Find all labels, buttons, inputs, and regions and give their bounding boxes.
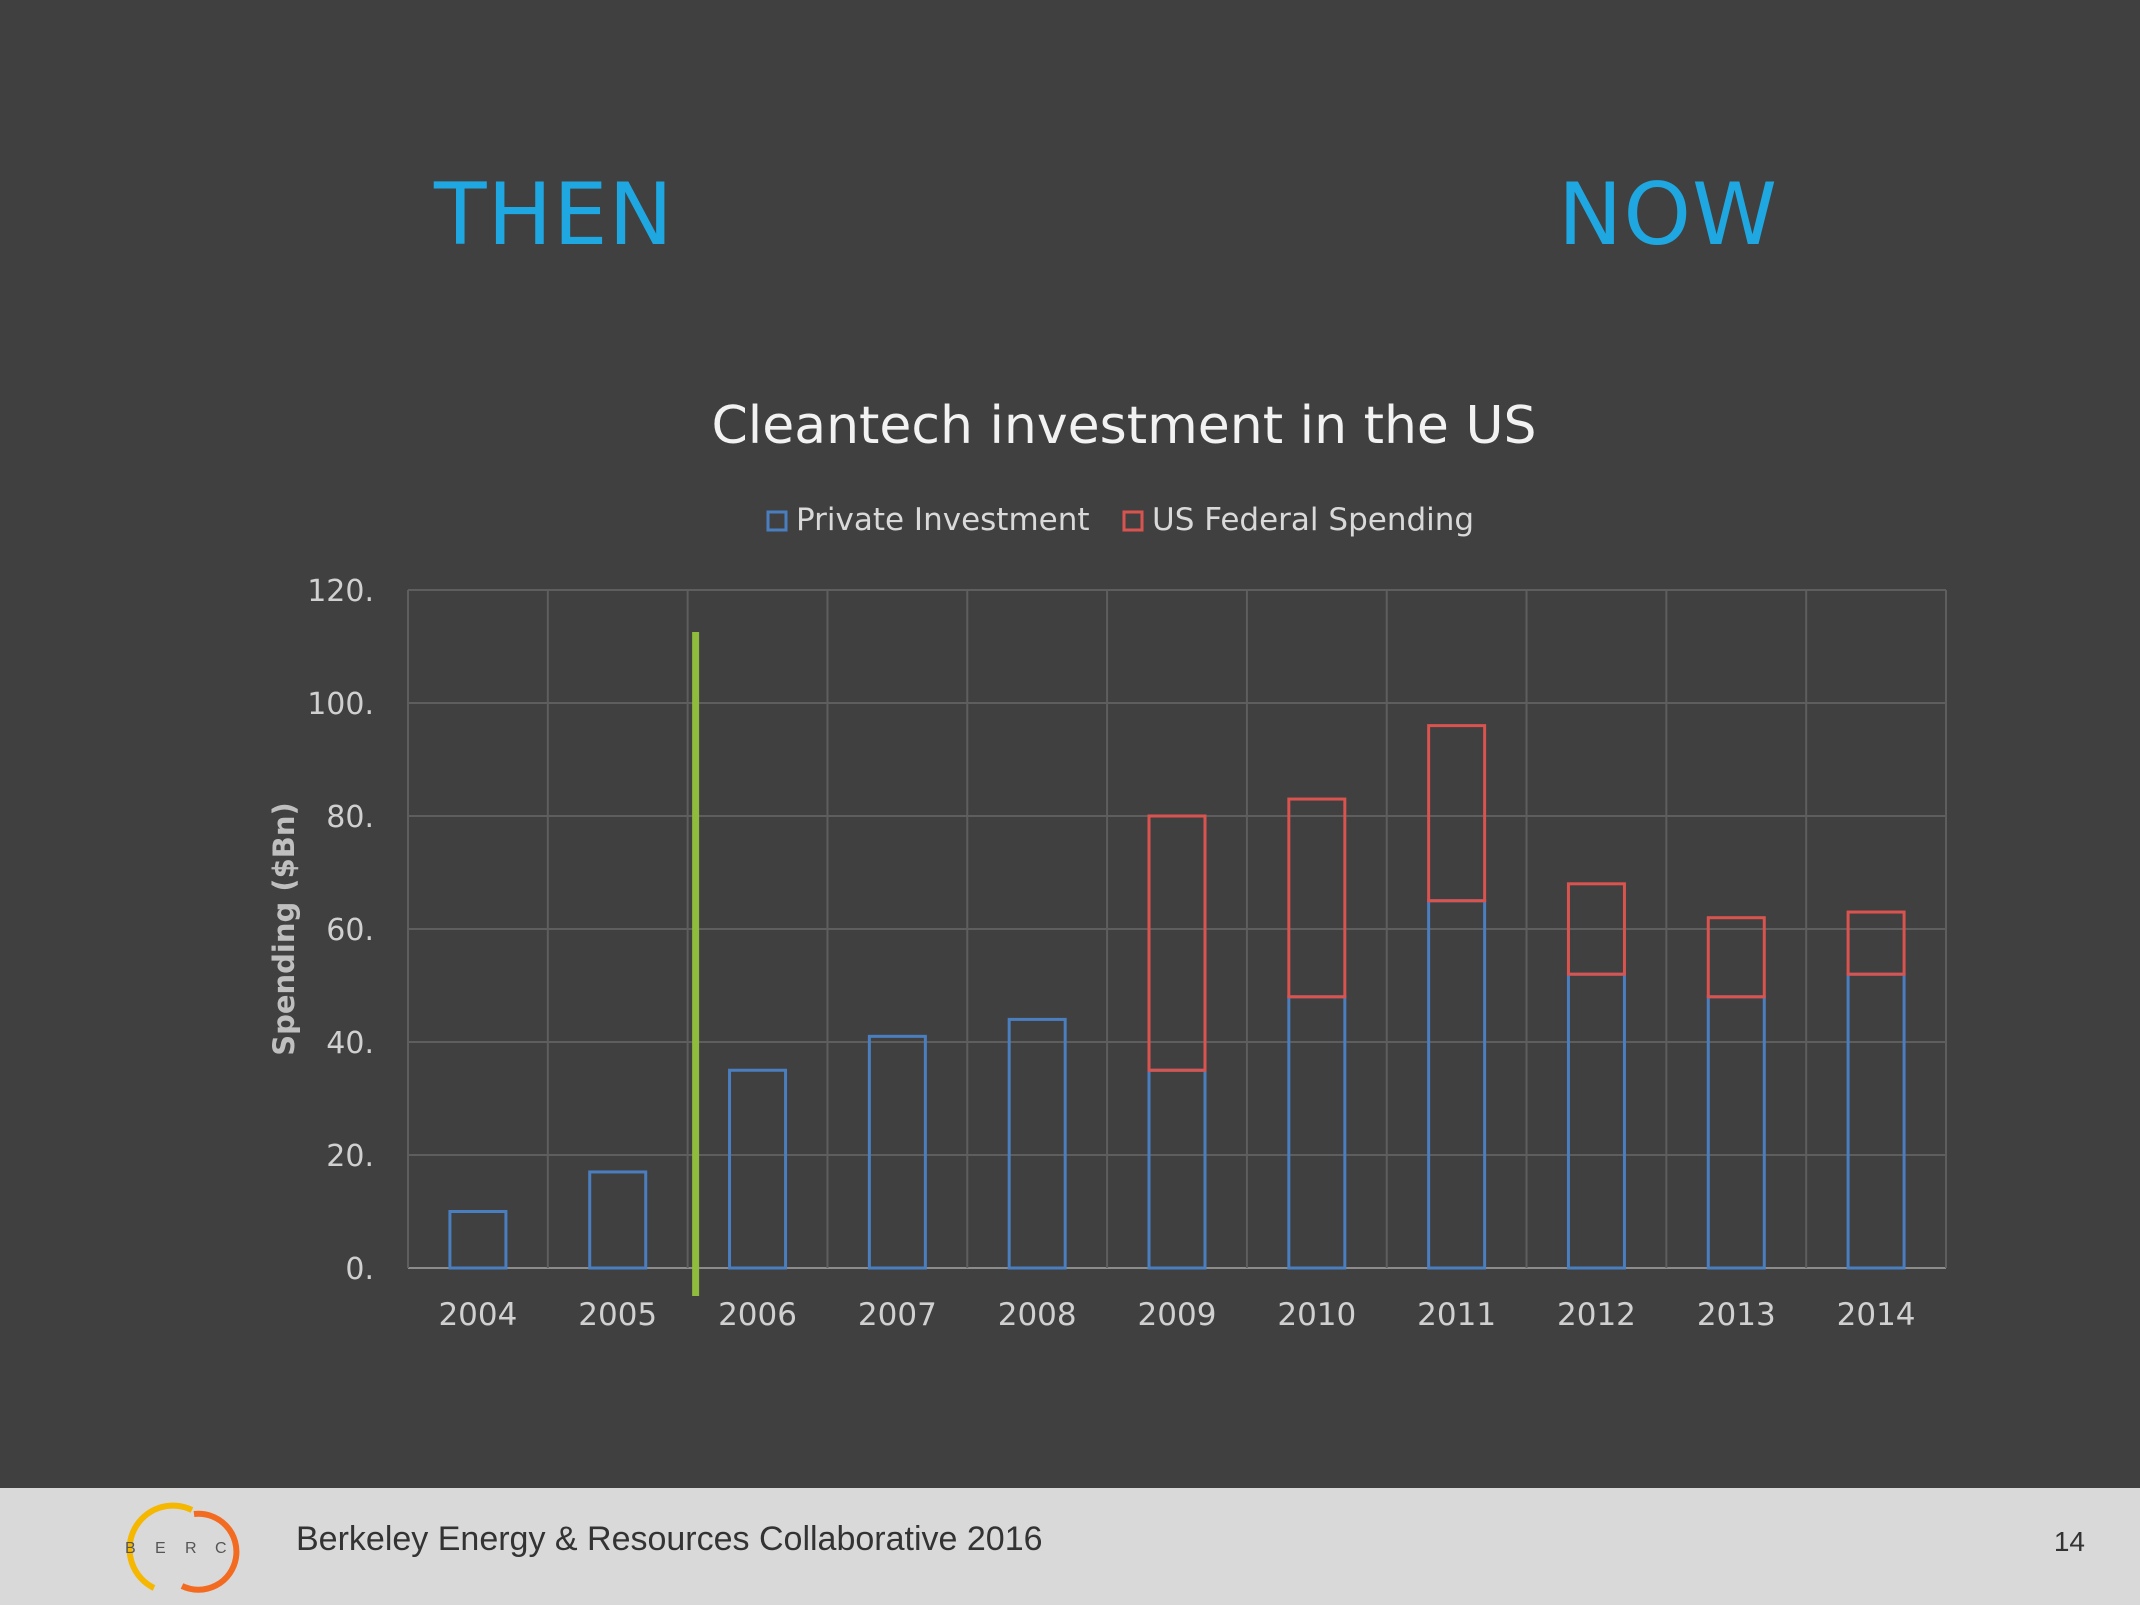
- chart-title: Cleantech investment in the US: [711, 396, 1536, 456]
- x-tick-label-2013: 2013: [1697, 1297, 1776, 1333]
- y-axis-label: Spending ($Bn): [267, 802, 301, 1056]
- bar-private-2010: [1287, 995, 1347, 1270]
- logo-letter-r: R: [185, 1540, 197, 1557]
- cleantech-chart: Cleantech investment in the US Private In…: [267, 396, 1947, 1333]
- bar-private-2011: [1427, 899, 1487, 1270]
- bar-private-2012: [1566, 972, 1626, 1270]
- legend-label-0: Private Investment: [796, 502, 1090, 538]
- page-number: 14: [2053, 1526, 2085, 1557]
- legend-swatch-0: [766, 510, 788, 532]
- x-tick-label-2011: 2011: [1417, 1297, 1496, 1333]
- y-tick-label: 80.: [326, 800, 374, 835]
- now-heading: NOW: [1558, 165, 1779, 265]
- footer-text: Berkeley Energy & Resources Collaborativ…: [296, 1520, 1043, 1558]
- logo-letter-e: E: [155, 1540, 166, 1557]
- bar-federal-2009: [1147, 814, 1207, 1072]
- y-tick-label: 0.: [345, 1252, 374, 1287]
- bar-federal-2010: [1287, 797, 1347, 999]
- logo-letter-c: C: [215, 1540, 227, 1557]
- x-tick-label-2005: 2005: [578, 1297, 657, 1333]
- y-tick-label: 60.: [326, 913, 374, 948]
- x-tick-label-2007: 2007: [858, 1297, 937, 1333]
- bar-federal-2014: [1846, 910, 1906, 976]
- x-tick-label-2008: 2008: [998, 1297, 1077, 1333]
- bar-private-2008: [1007, 1017, 1067, 1270]
- bar-federal-2012: [1566, 882, 1626, 976]
- x-tick-label-2009: 2009: [1138, 1297, 1217, 1333]
- bar-private-2004: [448, 1210, 508, 1270]
- x-tick-label-2012: 2012: [1557, 1297, 1636, 1333]
- footer: B E R C Berkeley Energy & Resources Coll…: [0, 1488, 2140, 1605]
- bar-private-2009: [1147, 1068, 1207, 1270]
- bar-private-2006: [728, 1068, 788, 1270]
- logo-letter-b: B: [125, 1540, 136, 1557]
- berc-logo-rings: [126, 1502, 240, 1593]
- bar-federal-2011: [1427, 724, 1487, 903]
- bar-private-2013: [1706, 995, 1766, 1270]
- bar-federal-2013: [1706, 916, 1766, 999]
- y-tick-label: 40.: [326, 1026, 374, 1061]
- bar-private-2014: [1846, 972, 1906, 1270]
- legend-label-1: US Federal Spending: [1152, 502, 1474, 538]
- x-tick-label-2014: 2014: [1837, 1297, 1916, 1333]
- y-tick-label: 120.: [307, 574, 374, 609]
- berc-logo: B E R C: [92, 1500, 262, 1594]
- y-tick-label: 20.: [326, 1139, 374, 1174]
- x-tick-label-2004: 2004: [438, 1297, 517, 1333]
- bar-private-2007: [867, 1034, 927, 1270]
- legend-swatch-1: [1122, 510, 1144, 532]
- x-tick-label-2006: 2006: [718, 1297, 797, 1333]
- y-tick-label: 100.: [307, 687, 374, 722]
- bar-private-2005: [588, 1170, 648, 1270]
- x-tick-label-2010: 2010: [1277, 1297, 1356, 1333]
- then-heading: THEN: [434, 165, 674, 265]
